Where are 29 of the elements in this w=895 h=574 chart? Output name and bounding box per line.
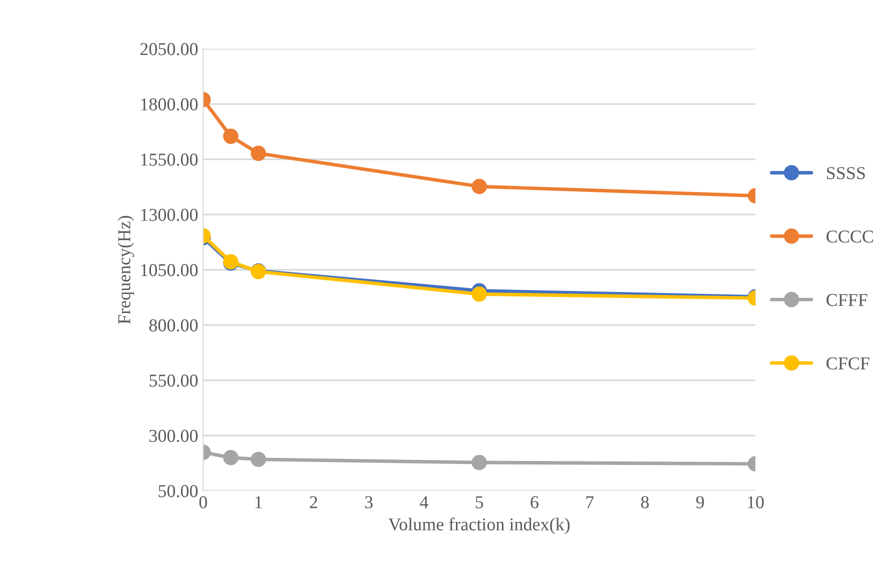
y-tick-label: 2050.00 xyxy=(140,43,198,56)
point xyxy=(472,178,487,194)
x-tick-label: 1 xyxy=(255,496,262,508)
y-axis-title: Frequency(Hz) xyxy=(118,216,134,324)
x-tick-label: 7 xyxy=(586,496,594,508)
y-tick-label: 550.00 xyxy=(150,374,198,387)
x-axis-title: Volume fraction index(k) xyxy=(388,518,570,534)
x-tick-label: 8 xyxy=(641,496,649,508)
legend-label: SSSS xyxy=(827,167,865,180)
x-tick-label: 10 xyxy=(748,496,764,508)
y-tick-label: 1550.00 xyxy=(141,154,198,166)
y-tick-label: 50.00 xyxy=(158,485,198,498)
y-tick-label: 300.00 xyxy=(150,430,198,442)
y-tick-label: 1300.00 xyxy=(141,208,198,222)
y-tick-label: 1050.00 xyxy=(141,264,198,276)
x-tick-label: 5 xyxy=(476,496,484,508)
legend-label: CFCF xyxy=(826,357,870,370)
y-tick-label: 800.00 xyxy=(149,319,198,332)
legend-label: CFFF xyxy=(826,294,868,306)
point xyxy=(472,286,487,302)
x-tick-label: 0 xyxy=(199,496,207,508)
legend-label: CCCC xyxy=(826,230,873,243)
x-tick-label: 6 xyxy=(530,496,538,508)
point xyxy=(472,454,487,470)
x-tick-label: 2 xyxy=(310,496,318,508)
x-tick-label: 4 xyxy=(420,496,428,508)
x-tick-label: 9 xyxy=(696,496,704,508)
x-tick-label: 3 xyxy=(365,496,373,508)
y-tick-label: 1800.00 xyxy=(141,98,198,111)
